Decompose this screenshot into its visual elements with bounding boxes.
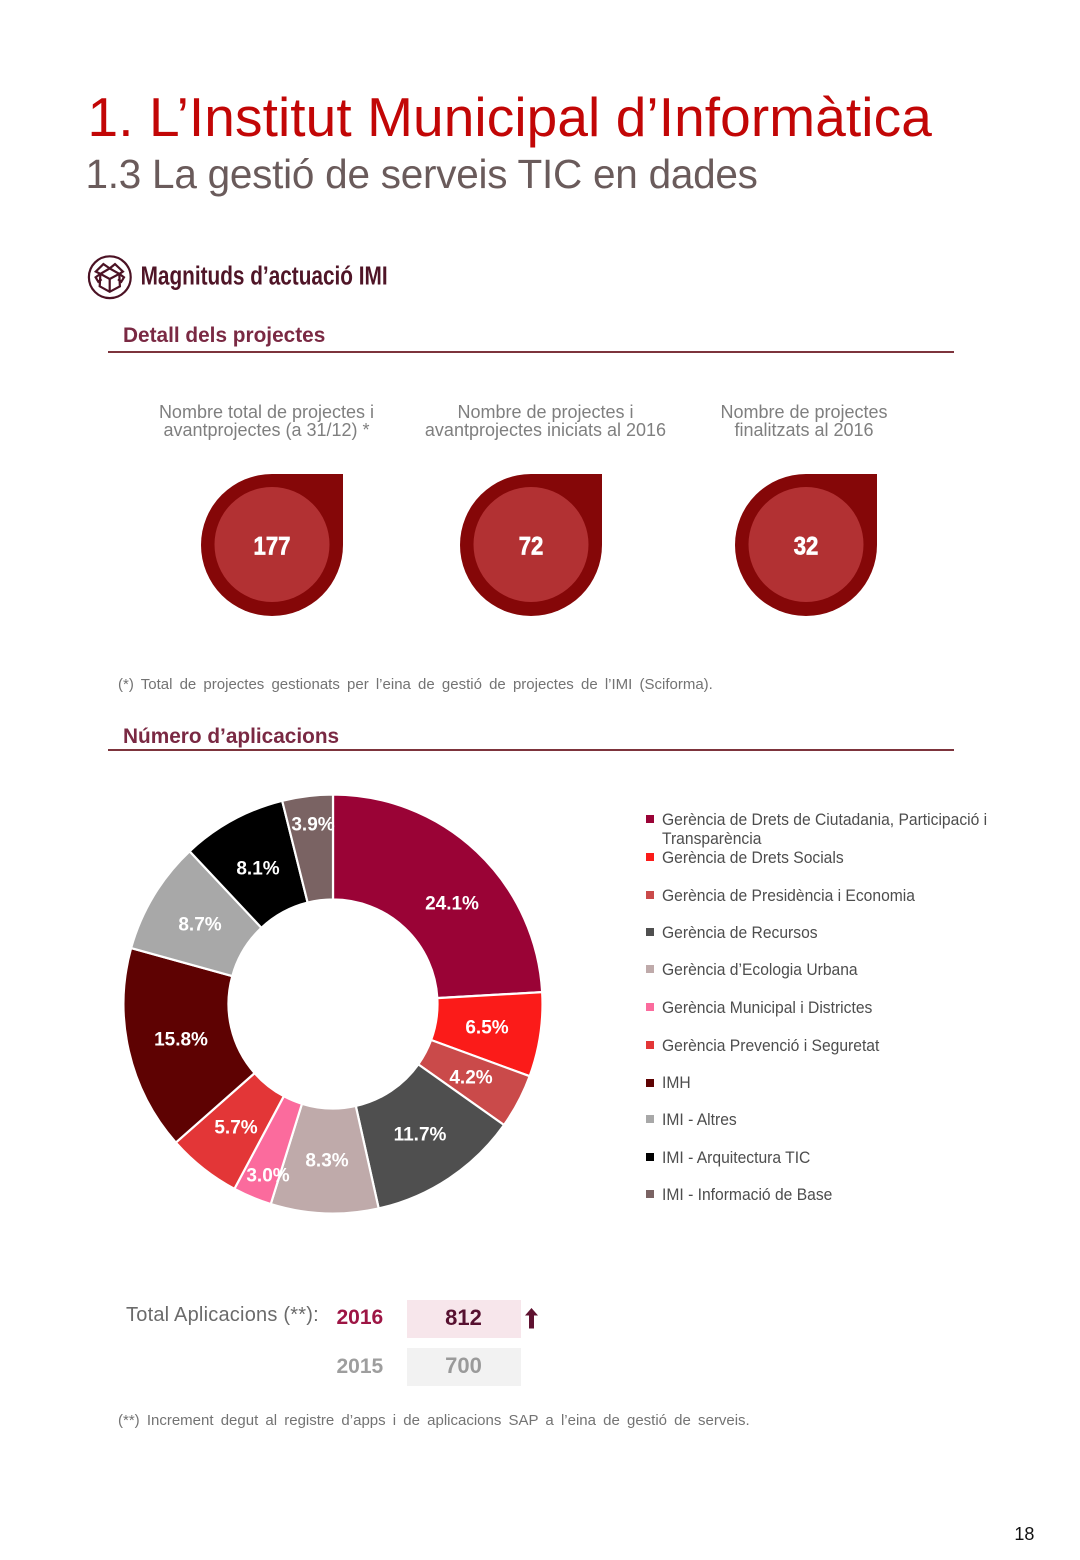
svg-text:3.0%: 3.0% [246,1165,289,1186]
svg-text:72: 72 [519,533,544,561]
svg-text:15.8%: 15.8% [154,1029,208,1050]
svg-text:11.7%: 11.7% [394,1124,447,1145]
svg-text:Magnituds d’actuació IMI: Magnituds d’actuació IMI [141,263,388,291]
svg-text:32: 32 [794,533,819,561]
svg-text:8.1%: 8.1% [236,858,279,879]
svg-text:6.5%: 6.5% [465,1017,508,1038]
svg-text:8.3%: 8.3% [305,1150,348,1171]
svg-text:5.7%: 5.7% [214,1117,257,1138]
svg-text:177: 177 [254,533,291,561]
svg-text:24.1%: 24.1% [425,893,479,914]
svg-text:3.9%: 3.9% [291,814,334,835]
svg-text:4.2%: 4.2% [449,1067,492,1088]
svg-text:8.7%: 8.7% [178,914,221,935]
